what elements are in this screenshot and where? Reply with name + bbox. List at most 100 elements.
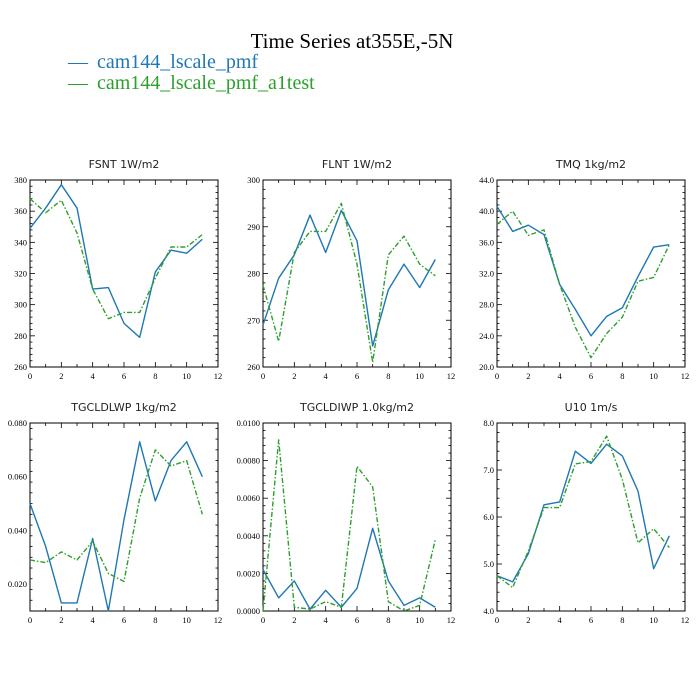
x-tick-label: 10 xyxy=(415,371,424,381)
x-tick-label: 6 xyxy=(122,615,126,625)
y-tick-label: 7.0 xyxy=(483,465,494,475)
series-line-cam144-lscale-pmf xyxy=(262,209,436,347)
y-tick-label: 0.0080 xyxy=(237,456,260,466)
x-tick-label: 2 xyxy=(59,615,63,625)
x-tick-label: 0 xyxy=(495,371,499,381)
chart-panel-4: TGCLDLWP 1kg/m2 0 2 4 6 8 10 12 0.020 0.040 0.060 0… xyxy=(8,401,222,625)
y-tick-label: 24.0 xyxy=(479,331,494,341)
x-tick-label: 0 xyxy=(261,371,265,381)
y-tick-label: 380 xyxy=(14,175,27,185)
y-tick-label: 6.0 xyxy=(483,512,494,522)
x-tick-label: 0 xyxy=(495,615,499,625)
x-tick-label: 4 xyxy=(558,615,563,625)
y-tick-label: 270 xyxy=(247,315,260,325)
x-tick-label: 10 xyxy=(182,615,191,625)
x-tick-label: 4 xyxy=(91,615,96,625)
x-tick-label: 2 xyxy=(526,615,530,625)
chart-panel-3: TMQ 1kg/m2 0 2 4 6 8 10 12 20.0 24.0 28.0 32.0 36.0 4… xyxy=(479,158,689,381)
legend-label-cam144-lscale-pmf-a1test: cam144_lscale_pmf_a1test xyxy=(97,72,315,94)
x-tick-label: 8 xyxy=(620,371,624,381)
series-line-cam144-lscale-pmf xyxy=(496,443,670,583)
x-tick-label: 2 xyxy=(526,371,530,381)
series-line-cam144-lscale-pmf-a1test xyxy=(496,210,670,359)
series-line-cam144-lscale-pmf-a1test xyxy=(29,449,204,583)
legend-marker-cam144-lscale-pmf: — xyxy=(67,51,89,73)
y-tick-label: 0.0000 xyxy=(237,606,260,616)
x-tick-label: 0 xyxy=(28,615,32,625)
x-tick-label: 12 xyxy=(681,615,690,625)
plot-frame xyxy=(262,422,452,612)
y-tick-label: 44.0 xyxy=(479,175,494,185)
series-line-cam144-lscale-pmf-a1test xyxy=(262,202,436,364)
legend-entry-cam144-lscale-pmf-a1test: — cam144_lscale_pmf_a1test xyxy=(67,72,315,94)
y-tick-label: 0.060 xyxy=(8,472,27,482)
panel-title: FLNT 1W/m2 xyxy=(322,158,392,171)
legend-label-cam144-lscale-pmf: cam144_lscale_pmf xyxy=(97,51,258,73)
x-tick-label: 6 xyxy=(589,615,593,625)
y-tick-label: 0.0060 xyxy=(237,493,260,503)
chart-panel-2: FLNT 1W/m2 0 2 4 6 8 10 12 260 270 280 290 300 xyxy=(247,158,455,381)
chart-panel-6: U10 1m/s 0 2 4 6 8 10 12 4.0 5.0 6.0 7.0 8.0 xyxy=(483,401,689,625)
x-tick-label: 10 xyxy=(649,371,658,381)
y-tick-label: 360 xyxy=(14,206,27,216)
x-tick-label: 8 xyxy=(386,371,390,381)
x-tick-label: 2 xyxy=(292,371,296,381)
y-tick-label: 260 xyxy=(247,362,260,372)
series-line-cam144-lscale-pmf-a1test xyxy=(262,439,437,612)
y-tick-label: 8.0 xyxy=(483,418,494,428)
y-tick-label: 0.080 xyxy=(8,418,27,428)
y-tick-label: 0.020 xyxy=(8,579,27,589)
x-tick-label: 8 xyxy=(153,615,157,625)
chart-panels: FSNT 1W/m20 2 4 6 8 10 12260280300320340360380… xyxy=(8,158,689,625)
x-tick-label: 10 xyxy=(415,615,424,625)
y-tick-label: 36.0 xyxy=(479,237,494,247)
x-tick-label: 8 xyxy=(386,615,390,625)
x-tick-label: 4 xyxy=(324,615,329,625)
legend: — cam144_lscale_pmf — cam144_lscale_pmf_… xyxy=(67,51,315,94)
x-tick-label: 4 xyxy=(91,371,96,381)
y-tick-label: 300 xyxy=(14,300,27,310)
y-tick-label: 320 xyxy=(14,269,27,279)
panel-title: TGCLDLWP 1kg/m2 xyxy=(70,401,176,414)
x-tick-label: 2 xyxy=(292,615,296,625)
y-tick-label: 5.0 xyxy=(483,559,494,569)
series-line-cam144-lscale-pmf-a1test xyxy=(496,435,670,589)
x-tick-label: 10 xyxy=(182,371,191,381)
panel-title: FSNT 1W/m2 xyxy=(89,158,160,171)
y-tick-label: 340 xyxy=(14,237,27,247)
chart-panel-1: FSNT 1W/m2 0 2 4 6 8 10 12 260 280 300 320 340 360 380 xyxy=(14,158,222,381)
y-tick-label: 0.0020 xyxy=(237,568,260,578)
x-tick-label: 12 xyxy=(447,615,456,625)
panel-title: TGCLDIWP 1.0kg/m2 xyxy=(299,401,414,414)
legend-marker-cam144-lscale-pmf-a1test: — xyxy=(67,72,89,94)
chart-panel-5: TGCLDIWP 1.0kg/m2 0 2 4 6 8 10 12 0.0000 0.0020 0.… xyxy=(237,401,456,625)
x-tick-label: 6 xyxy=(589,371,593,381)
y-tick-label: 20.0 xyxy=(479,362,494,372)
legend-entry-cam144-lscale-pmf: — cam144_lscale_pmf xyxy=(67,51,258,73)
plot-frame xyxy=(496,179,686,368)
y-tick-label: 290 xyxy=(247,222,260,232)
x-tick-label: 12 xyxy=(681,371,690,381)
x-tick-label: 10 xyxy=(649,615,658,625)
x-tick-label: 8 xyxy=(153,371,157,381)
plot-frame xyxy=(29,179,219,368)
y-tick-label: 0.0040 xyxy=(237,531,260,541)
x-tick-label: 12 xyxy=(214,615,223,625)
y-tick-label: 28.0 xyxy=(479,300,494,310)
series-line-cam144-lscale-pmf xyxy=(262,527,436,610)
panel-title: TMQ 1kg/m2 xyxy=(555,158,626,171)
x-tick-label: 8 xyxy=(620,615,624,625)
y-tick-label: 0.0100 xyxy=(237,418,260,428)
x-tick-label: 4 xyxy=(558,371,563,381)
x-tick-label: 6 xyxy=(355,615,359,625)
y-tick-label: 4.0 xyxy=(483,606,494,616)
y-tick-label: 0.040 xyxy=(8,525,27,535)
x-tick-label: 0 xyxy=(261,615,265,625)
x-tick-label: 4 xyxy=(324,371,329,381)
figure-title: Time Series at355E,-5N xyxy=(251,29,454,53)
x-tick-label: 12 xyxy=(214,371,223,381)
y-tick-label: 280 xyxy=(247,269,260,279)
y-tick-label: 40.0 xyxy=(479,206,494,216)
x-tick-label: 12 xyxy=(447,371,456,381)
